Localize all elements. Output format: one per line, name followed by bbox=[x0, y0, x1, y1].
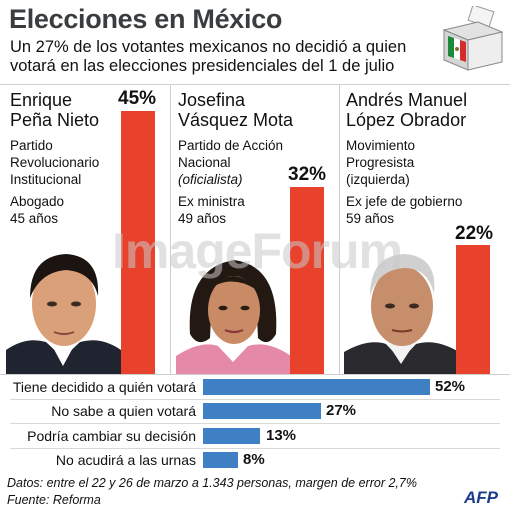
agency-logo: AFP bbox=[464, 488, 498, 507]
candidate-party: Progresista bbox=[346, 155, 415, 170]
candidate-name: Andrés Manuel bbox=[346, 90, 468, 110]
candidate-party: Nacional bbox=[178, 155, 231, 170]
candidate-party: Partido de Acción bbox=[178, 138, 284, 153]
bar-value-label: 45% bbox=[118, 88, 157, 109]
candidate-photo-pena-nieto bbox=[6, 238, 121, 374]
candidate-name: Enrique bbox=[10, 90, 73, 110]
hbar-value-label: 8% bbox=[243, 451, 265, 468]
candidate-party: Revolucionario bbox=[10, 155, 100, 170]
hbar-label: No acudirá a las urnas bbox=[55, 452, 196, 468]
top-divider bbox=[0, 84, 510, 85]
candidate-party: Institucional bbox=[10, 172, 82, 187]
candidate-job: Abogado bbox=[10, 194, 65, 209]
hbar-label: Podría cambiar su decisión bbox=[27, 428, 196, 444]
candidate-job: Ex ministra bbox=[178, 194, 245, 209]
hbar-value-label: 52% bbox=[435, 378, 466, 395]
row-separator bbox=[10, 423, 500, 424]
section-divider bbox=[0, 374, 510, 375]
ballot-box-icon bbox=[442, 6, 504, 71]
candidate-party: (izquierda) bbox=[346, 172, 410, 187]
candidate-photo-vasquez-mota bbox=[176, 238, 291, 374]
candidate-job: Ex jefe de gobierno bbox=[346, 194, 463, 209]
footnote: Datos: entre el 22 y 26 de marzo a 1.343… bbox=[7, 476, 417, 490]
hbar-label: Tiene decidido a quién votará bbox=[12, 379, 196, 395]
subtitle-line-1: Un 27% de los votantes mexicanos no deci… bbox=[10, 38, 407, 56]
page-title: Elecciones en México bbox=[9, 4, 283, 34]
candidate-party: Movimiento bbox=[346, 138, 416, 153]
hbar-label: No sabe a quien votará bbox=[51, 403, 196, 419]
bar-lopez-obrador bbox=[456, 245, 490, 374]
bar-value-label: 22% bbox=[455, 223, 494, 244]
hbar-undecided bbox=[203, 403, 321, 419]
row-separator bbox=[10, 399, 500, 400]
candidate-party: Partido bbox=[10, 138, 53, 153]
hbar-decided bbox=[203, 379, 430, 395]
candidate-age: 49 años bbox=[178, 211, 227, 226]
candidate-name: Peña Nieto bbox=[10, 110, 100, 130]
candidate-name: Vásquez Mota bbox=[178, 110, 294, 130]
bar-pena-nieto bbox=[121, 111, 155, 374]
column-divider bbox=[339, 84, 340, 374]
source-note: Fuente: Reforma bbox=[7, 493, 101, 507]
column-divider bbox=[170, 84, 171, 374]
candidate-party: (oficialista) bbox=[178, 172, 243, 187]
candidate-name: López Obrador bbox=[346, 110, 467, 130]
row-separator bbox=[10, 448, 500, 449]
bar-value-label: 32% bbox=[288, 164, 327, 185]
candidate-photo-lopez-obrador bbox=[344, 238, 459, 374]
candidate-age: 45 años bbox=[10, 211, 59, 226]
candidate-age: 59 años bbox=[346, 211, 395, 226]
subtitle-line-2: votará en las elecciones presidenciales … bbox=[10, 57, 395, 75]
bar-vasquez-mota bbox=[290, 187, 324, 374]
hbar-could-change bbox=[203, 428, 260, 444]
hbar-value-label: 27% bbox=[326, 402, 357, 419]
hbar-wont-vote bbox=[203, 452, 238, 468]
candidate-name: Josefina bbox=[178, 90, 246, 110]
watermark: ImageForum bbox=[112, 223, 403, 279]
hbar-value-label: 13% bbox=[266, 427, 297, 444]
